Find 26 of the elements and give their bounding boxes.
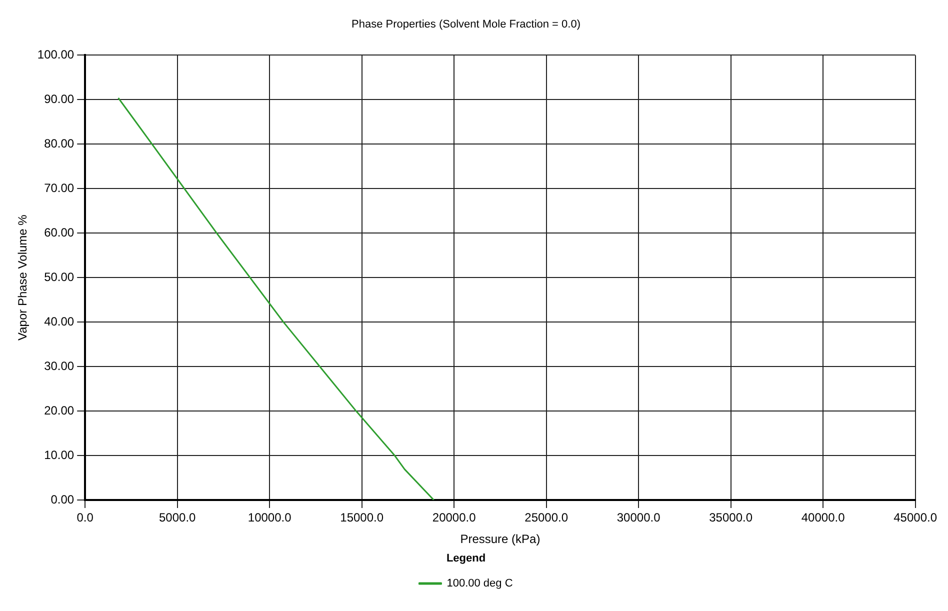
y-tick-label: 0.00 <box>50 492 74 506</box>
x-tick-label: 10000.0 <box>248 510 292 525</box>
y-tick-label: 100.00 <box>37 48 74 62</box>
x-tick-label: 30000.0 <box>616 510 661 525</box>
legend-label: 100.00 deg C <box>446 578 513 590</box>
x-tick-label: 35000.0 <box>709 510 753 525</box>
x-tick-label: 25000.0 <box>524 510 568 525</box>
y-tick-label: 60.00 <box>44 225 74 240</box>
y-axis-title: Vapor Phase Volume % <box>16 214 30 341</box>
y-tick-label: 80.00 <box>44 136 74 150</box>
x-tick-label: 15000.0 <box>340 510 384 525</box>
y-tick-label: 30.00 <box>44 358 74 373</box>
chart-title: Phase Properties (Solvent Mole Fraction = 0.0) <box>352 18 580 31</box>
legend-title: Legend <box>446 552 486 564</box>
x-tick-label: 0.0 <box>76 510 94 525</box>
y-tick-label: 40.00 <box>44 314 74 328</box>
y-tick-label: 10.00 <box>44 448 74 462</box>
y-tick-label: 70.00 <box>44 180 74 195</box>
y-tick-label: 20.00 <box>44 403 74 418</box>
x-tick-label: 5000.0 <box>158 510 196 525</box>
x-tick-label: 20000.0 <box>432 510 476 525</box>
y-tick-label: 90.00 <box>44 92 74 106</box>
y-tick-label: 50.00 <box>44 270 74 284</box>
x-axis-title: Pressure (kPa) <box>460 532 540 546</box>
x-tick-label: 45000.0 <box>894 510 938 525</box>
x-tick-label: 40000.0 <box>801 510 846 525</box>
